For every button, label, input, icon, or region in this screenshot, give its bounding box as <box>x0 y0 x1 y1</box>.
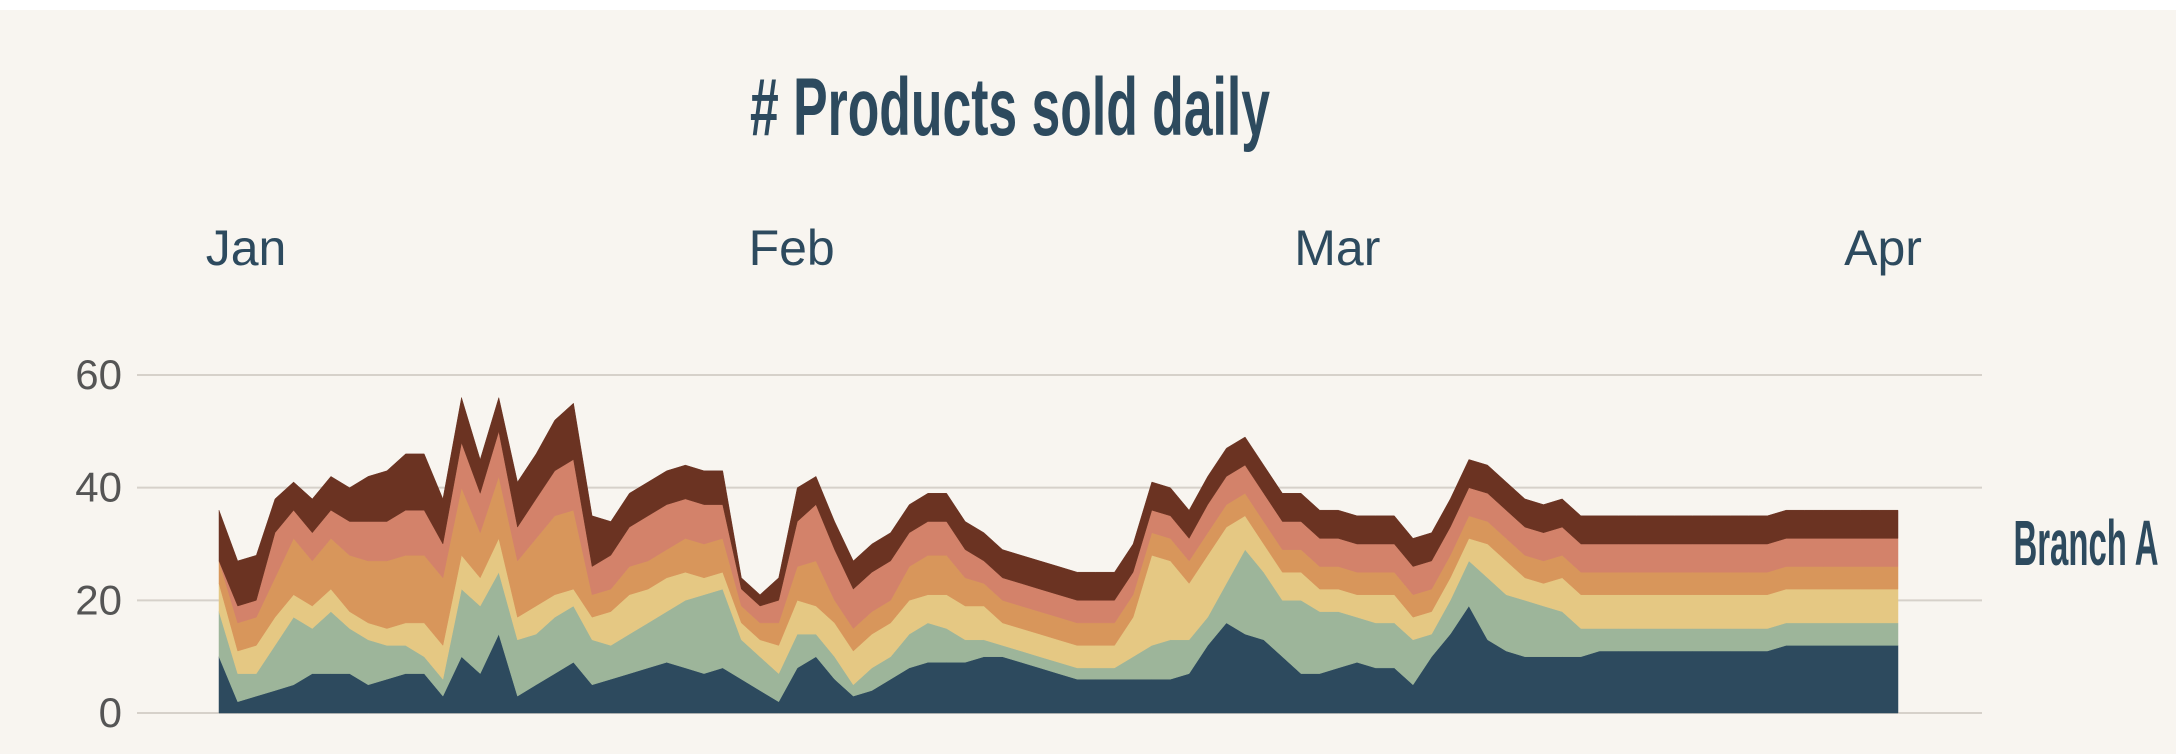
month-label: Mar <box>1294 220 1380 276</box>
month-label: Jan <box>206 220 287 276</box>
y-tick-label: 60 <box>75 351 122 398</box>
stacked-areas <box>218 396 1899 714</box>
month-label: Feb <box>749 220 835 276</box>
y-tick-label: 0 <box>99 689 122 736</box>
chart-frame: # Products sold daily Jan Feb Mar Apr 0 20 40… <box>0 10 2176 754</box>
y-tick-label: 20 <box>75 576 122 623</box>
y-axis-tick-labels: 0 20 40 60 <box>75 351 122 736</box>
chart-title: # Products sold daily <box>750 62 1270 153</box>
month-label: Apr <box>1844 220 1922 276</box>
x-axis-labels: Jan Feb Mar Apr <box>206 220 1922 276</box>
area-series-6 <box>218 396 1899 607</box>
y-tick-label: 40 <box>75 464 122 511</box>
chart: # Products sold daily Jan Feb Mar Apr 0 20 40… <box>75 62 2159 736</box>
series-label: Branch A <box>2014 507 2159 579</box>
